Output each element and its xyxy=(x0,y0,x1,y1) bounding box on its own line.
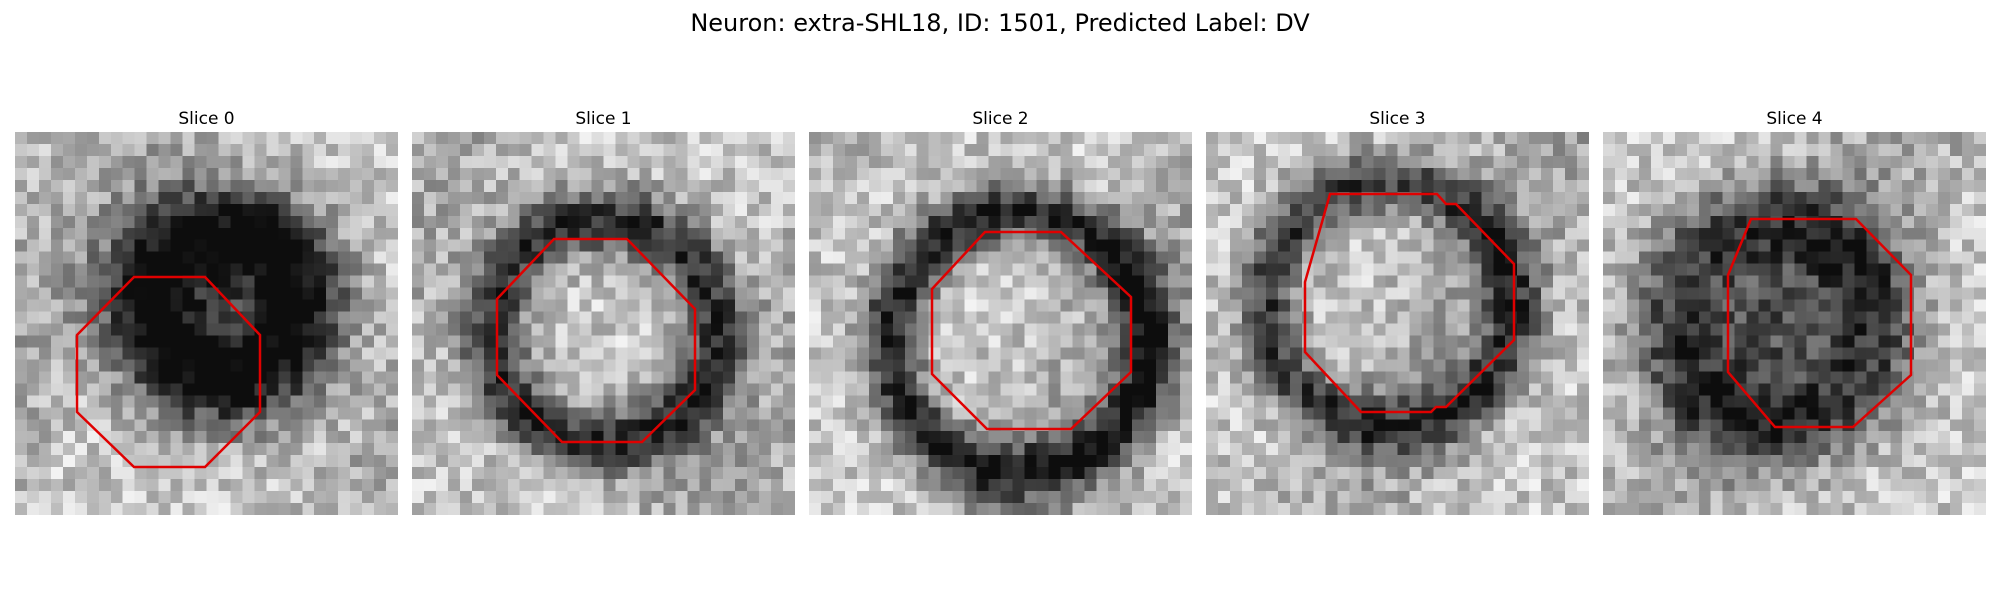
slice-title-4: Slice 4 xyxy=(1603,108,1986,132)
slice-image-1 xyxy=(412,132,795,515)
roi-octagon-3 xyxy=(1305,194,1514,412)
slice-2-roi-outline xyxy=(809,132,1192,515)
slice-title-0: Slice 0 xyxy=(15,108,398,132)
slice-4-roi-outline xyxy=(1603,132,1986,515)
slice-1-roi-outline xyxy=(412,132,795,515)
slice-title-2: Slice 2 xyxy=(809,108,1192,132)
figure-title: Neuron: extra-SHL18, ID: 1501, Predicted… xyxy=(0,6,2000,40)
slice-image-2 xyxy=(809,132,1192,515)
slice-title-3: Slice 3 xyxy=(1206,108,1589,132)
slice-image-0 xyxy=(15,132,398,515)
slice-image-4 xyxy=(1603,132,1986,515)
roi-octagon-1 xyxy=(497,239,695,442)
slice-0-roi-outline xyxy=(15,132,398,515)
roi-octagon-0 xyxy=(77,277,260,467)
slice-3-roi-outline xyxy=(1206,132,1589,515)
slice-panel-2: Slice 2 xyxy=(809,108,1192,515)
slice-panel-4: Slice 4 xyxy=(1603,108,1986,515)
slice-image-3 xyxy=(1206,132,1589,515)
roi-octagon-4 xyxy=(1728,219,1911,427)
slice-panel-0: Slice 0 xyxy=(15,108,398,515)
roi-octagon-2 xyxy=(932,232,1131,429)
slice-panel-1: Slice 1 xyxy=(412,108,795,515)
slice-panel-3: Slice 3 xyxy=(1206,108,1589,515)
slice-title-1: Slice 1 xyxy=(412,108,795,132)
